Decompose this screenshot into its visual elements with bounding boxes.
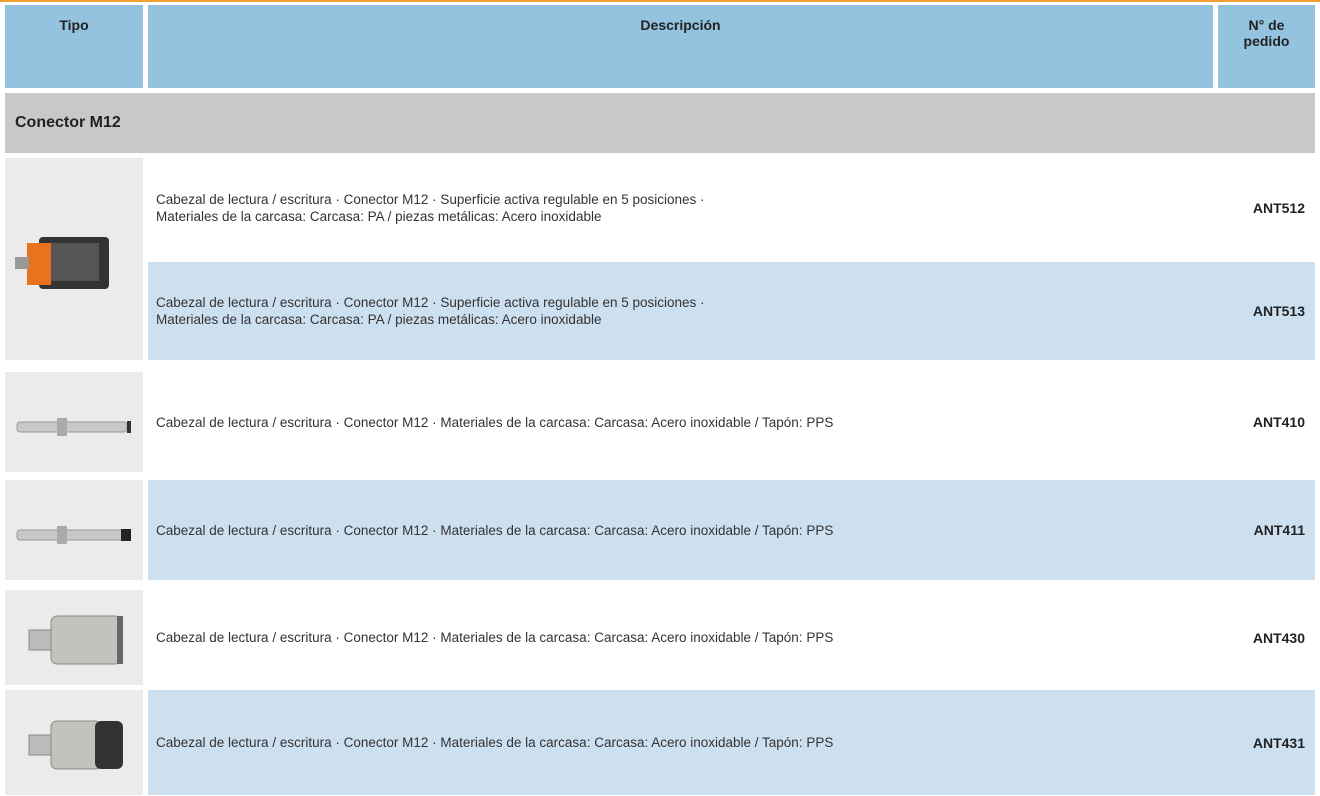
description-line: Cabezal de lectura / escritura · Conecto… <box>156 630 834 645</box>
top-rule <box>0 0 1320 2</box>
header-cell: Descripción <box>148 5 1213 88</box>
description: Cabezal de lectura / escritura · Conecto… <box>148 590 1218 685</box>
header-cell: N° de pedido <box>1218 5 1315 88</box>
order-number: ANT431 <box>1218 690 1315 795</box>
description: Cabezal de lectura / escritura · Conecto… <box>148 480 1218 580</box>
description: Cabezal de lectura / escritura · Conecto… <box>148 262 1218 360</box>
product-picture <box>16 526 131 544</box>
product-picture <box>28 615 123 664</box>
order-number: ANT512 <box>1252 199 1305 216</box>
product-image <box>5 372 143 472</box>
product-image <box>5 158 143 360</box>
description-line: Materiales de la carcasa: Carcasa: PA / … <box>156 312 602 327</box>
order-number: ANT411 <box>1218 480 1315 580</box>
description: Cabezal de lectura / escritura · Conecto… <box>148 158 1218 257</box>
description-line: Cabezal de lectura / escritura · Conecto… <box>156 414 834 430</box>
order-number: ANT513 <box>1218 262 1315 360</box>
description: Cabezal de lectura / escritura · Conecto… <box>148 372 1218 472</box>
order-number: ANT410 <box>1252 414 1305 430</box>
section-title: Conector M12 <box>5 93 1315 153</box>
description: Cabezal de lectura / escritura · Conecto… <box>148 690 1218 795</box>
product-picture <box>16 418 131 436</box>
description-line: Cabezal de lectura / escritura · Conecto… <box>156 295 705 310</box>
product-picture <box>15 237 109 289</box>
product-image <box>5 590 143 685</box>
product-image <box>5 480 143 580</box>
product-image <box>5 690 143 795</box>
order-number: ANT430 <box>1252 629 1305 646</box>
description-line: Cabezal de lectura / escritura · Conecto… <box>156 522 834 538</box>
description-line: Cabezal de lectura / escritura · Conecto… <box>156 735 834 750</box>
product-picture <box>28 720 123 769</box>
description-line: Materiales de la carcasa: Carcasa: PA / … <box>156 208 602 224</box>
header-cell: Tipo <box>5 5 143 88</box>
description-line: Cabezal de lectura / escritura · Conecto… <box>156 191 705 207</box>
